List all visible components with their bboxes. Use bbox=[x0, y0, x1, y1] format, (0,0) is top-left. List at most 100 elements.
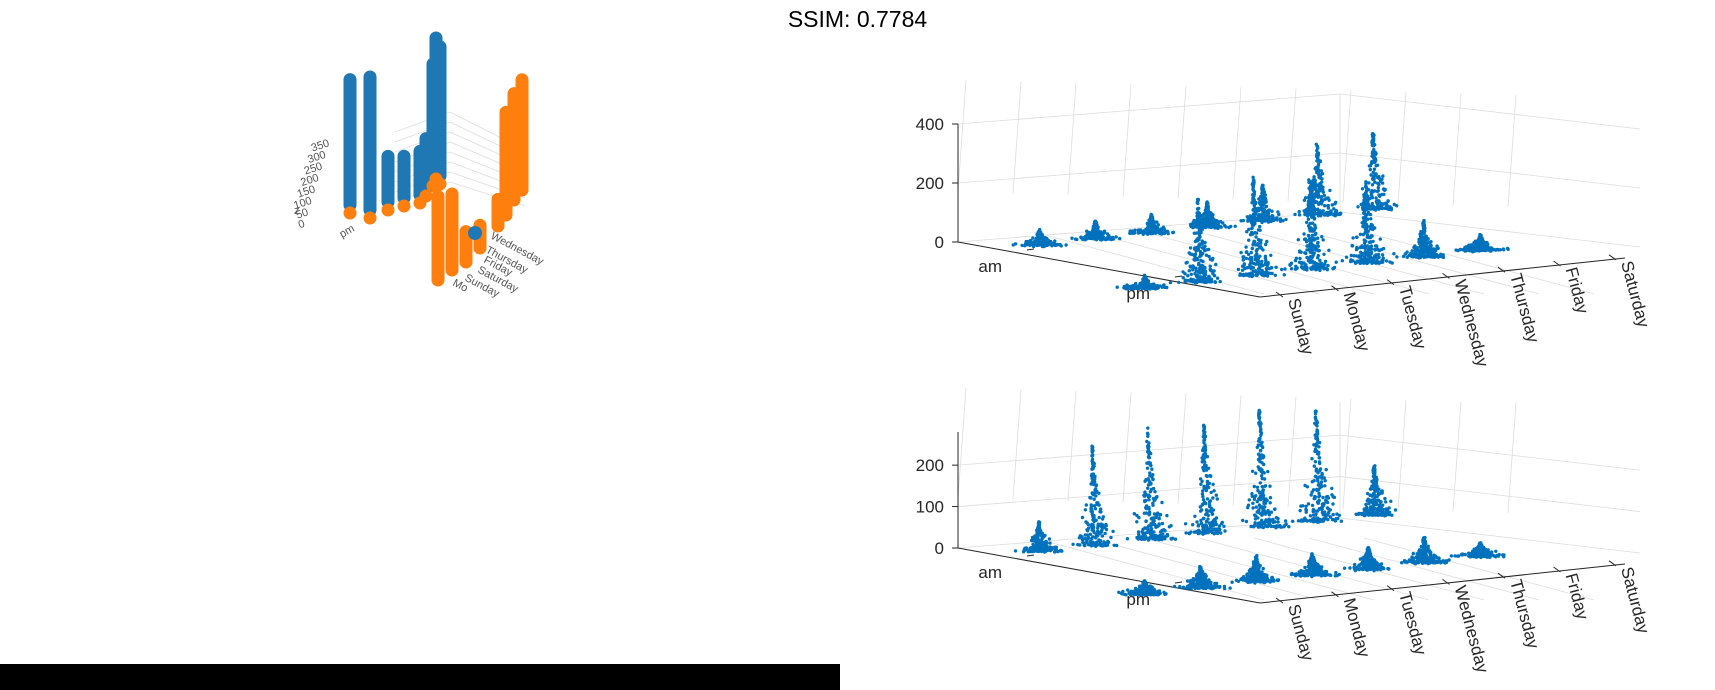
point bbox=[1081, 237, 1085, 241]
point bbox=[1036, 521, 1041, 526]
point bbox=[1419, 230, 1423, 234]
point bbox=[1038, 232, 1043, 237]
point bbox=[1036, 530, 1041, 534]
point bbox=[1330, 203, 1335, 207]
point bbox=[1314, 475, 1318, 479]
z-tick-label: 150 bbox=[296, 183, 317, 200]
point bbox=[1111, 237, 1116, 241]
point bbox=[1479, 248, 1484, 252]
point bbox=[1199, 251, 1203, 255]
point bbox=[1464, 245, 1468, 249]
point bbox=[1264, 205, 1268, 209]
point bbox=[1383, 496, 1387, 501]
point bbox=[1429, 255, 1433, 259]
point bbox=[1374, 172, 1378, 176]
point bbox=[1319, 169, 1324, 173]
point bbox=[1115, 285, 1119, 289]
point bbox=[1251, 175, 1255, 179]
point bbox=[1261, 187, 1266, 192]
point bbox=[1052, 241, 1056, 246]
point bbox=[1183, 522, 1188, 526]
point bbox=[1196, 585, 1200, 589]
point bbox=[1093, 219, 1098, 223]
point bbox=[1173, 537, 1178, 541]
point bbox=[1203, 464, 1207, 468]
point bbox=[1369, 513, 1374, 517]
point bbox=[1209, 506, 1214, 510]
point bbox=[1372, 160, 1377, 165]
point bbox=[1208, 584, 1212, 588]
swarm bbox=[1128, 212, 1176, 236]
x-tick bbox=[1608, 254, 1617, 261]
point bbox=[1318, 467, 1323, 471]
point bbox=[1318, 159, 1323, 163]
point bbox=[1087, 234, 1091, 238]
point bbox=[1147, 505, 1151, 510]
z-tick-label: 0 bbox=[935, 539, 944, 558]
point bbox=[1256, 452, 1261, 456]
point bbox=[1441, 255, 1446, 260]
point bbox=[1026, 242, 1031, 247]
point bbox=[1334, 260, 1338, 264]
point bbox=[1371, 474, 1376, 478]
point bbox=[1422, 247, 1427, 251]
point bbox=[1195, 257, 1200, 262]
point bbox=[1160, 521, 1165, 526]
point bbox=[1415, 253, 1420, 257]
x-tick bbox=[1275, 291, 1284, 298]
point bbox=[1305, 244, 1309, 248]
point bbox=[1150, 516, 1154, 520]
point bbox=[1368, 212, 1373, 217]
point bbox=[1163, 230, 1167, 235]
point bbox=[1095, 534, 1100, 538]
point bbox=[1259, 443, 1263, 447]
point bbox=[1316, 516, 1320, 521]
point bbox=[1193, 252, 1198, 256]
point bbox=[1204, 253, 1209, 257]
point bbox=[1262, 193, 1267, 197]
point bbox=[1258, 265, 1262, 269]
point bbox=[1203, 430, 1207, 434]
point bbox=[1215, 276, 1220, 280]
point bbox=[1201, 498, 1206, 502]
point bbox=[1158, 530, 1163, 534]
point bbox=[1257, 508, 1261, 512]
point bbox=[1090, 450, 1095, 454]
point bbox=[1372, 207, 1376, 211]
point bbox=[1253, 257, 1258, 262]
point bbox=[1375, 502, 1379, 506]
point bbox=[1310, 233, 1315, 238]
swarm bbox=[1125, 426, 1178, 542]
point bbox=[1305, 519, 1310, 523]
z-tick-label: 100 bbox=[916, 498, 944, 517]
point bbox=[1249, 260, 1253, 264]
point bbox=[1137, 230, 1141, 235]
point bbox=[1071, 542, 1075, 546]
point bbox=[1202, 426, 1207, 431]
point bbox=[1310, 197, 1314, 201]
point bbox=[1210, 258, 1214, 262]
point bbox=[1308, 255, 1313, 259]
point bbox=[1169, 524, 1173, 528]
point bbox=[1040, 544, 1045, 548]
point bbox=[1365, 233, 1370, 237]
point bbox=[1376, 509, 1381, 514]
point bbox=[1088, 532, 1093, 536]
point bbox=[1303, 483, 1307, 488]
point bbox=[1270, 266, 1274, 270]
point bbox=[1200, 575, 1205, 580]
point bbox=[1252, 192, 1257, 196]
point bbox=[1314, 184, 1318, 188]
point bbox=[1196, 580, 1200, 585]
point bbox=[1316, 151, 1321, 155]
point bbox=[1334, 200, 1338, 205]
point bbox=[1091, 464, 1096, 468]
point bbox=[1330, 493, 1334, 497]
point bbox=[1249, 524, 1253, 529]
point bbox=[1395, 255, 1399, 259]
point bbox=[1315, 170, 1319, 174]
point bbox=[1302, 518, 1306, 523]
point bbox=[1223, 529, 1227, 533]
